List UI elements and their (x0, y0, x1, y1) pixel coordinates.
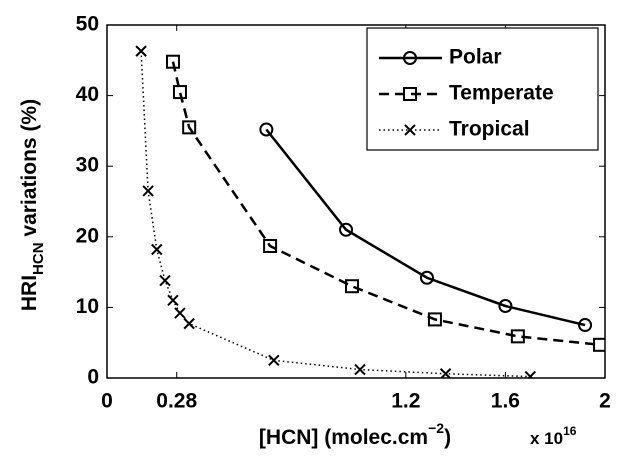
marker (142, 185, 154, 197)
legend-label: Temperate (449, 82, 554, 105)
series (259, 122, 593, 333)
x-multiplier: x 1016 (530, 424, 577, 448)
legend-label: Polar (449, 46, 502, 69)
marker (165, 54, 180, 69)
series-line (265, 128, 586, 327)
marker (172, 85, 187, 100)
marker (510, 329, 525, 344)
y-tick-label: 50 (76, 13, 99, 36)
y-tick-label: 30 (76, 154, 99, 177)
legend-marker (404, 124, 416, 136)
marker (159, 274, 171, 287)
marker (593, 337, 605, 352)
marker (419, 270, 434, 285)
marker (339, 222, 354, 237)
marker (167, 294, 179, 307)
y-tick-label: 10 (76, 295, 99, 318)
x-tick-label: 1.6 (491, 390, 520, 413)
marker (578, 318, 593, 333)
y-axis-label: HRIHCN variations (%) (18, 99, 47, 311)
marker (183, 317, 195, 330)
marker (182, 120, 197, 135)
marker (439, 368, 452, 378)
marker (259, 122, 274, 137)
marker (174, 307, 186, 319)
x-tick-label: 1.2 (391, 390, 420, 413)
legend-label: Tropical (449, 118, 530, 141)
legend-marker (403, 51, 417, 65)
marker (427, 312, 442, 327)
legend-marker (403, 87, 417, 101)
marker (263, 238, 278, 253)
marker (345, 279, 360, 294)
marker (524, 370, 537, 378)
series (165, 54, 605, 352)
marker (354, 363, 366, 376)
marker (151, 243, 163, 256)
y-tick-label: 20 (76, 224, 99, 247)
y-tick-label: 0 (87, 366, 99, 389)
marker (268, 354, 280, 367)
x-axis-label: [HCN] (molec.cm−2) (259, 420, 451, 449)
x-tick-label: 2 (599, 390, 611, 413)
marker (498, 298, 513, 313)
y-tick-label: 40 (76, 83, 99, 106)
x-tick-label: 0 (101, 390, 113, 413)
series (135, 45, 537, 378)
x-tick-label: 0.28 (156, 390, 197, 413)
marker (135, 45, 147, 57)
